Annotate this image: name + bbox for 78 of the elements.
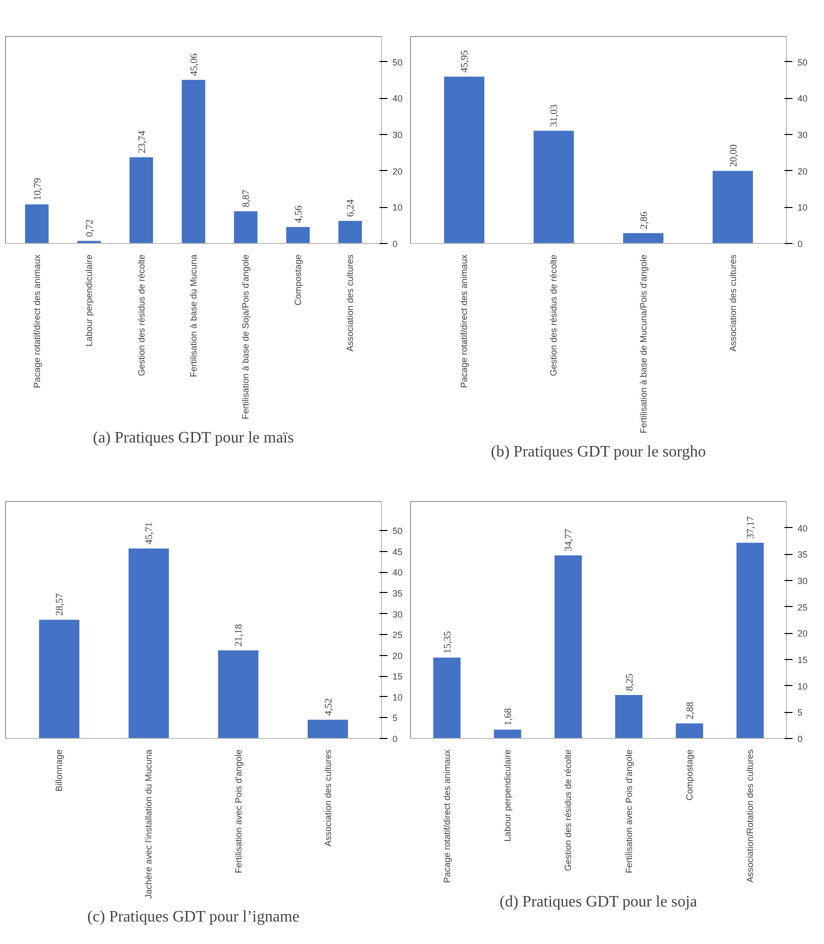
data-label: 2,88 [684, 702, 696, 720]
data-label: 45,06 [189, 53, 200, 76]
x-tick-label: Labour perpendiculaire [84, 254, 94, 347]
y-tick-label: 15 [798, 655, 808, 665]
y-tick-label: 10 [798, 202, 808, 213]
y-tick-label: 20 [392, 650, 403, 661]
x-tick-label: Fertilisation avec Pois d'angole [624, 749, 634, 874]
x-tick-label: Fertilisation à base de Soja/Pois d'angole [240, 254, 251, 420]
x-tick-label: Association des cultures [345, 254, 356, 352]
y-tick-label: 50 [392, 57, 403, 68]
x-tick-label: Fertilisation à base du Mucuna [188, 254, 198, 378]
data-label: 28,57 [54, 593, 66, 616]
y-tick-label: 0 [798, 734, 803, 744]
data-label: 4,56 [293, 205, 304, 223]
x-tick-label: Gestion des résidus de récolte [563, 749, 574, 872]
data-label: 6,24 [346, 199, 357, 217]
text: (c) Pratiques GDT pour l’igname [87, 908, 300, 926]
data-label: 34,77 [564, 528, 575, 552]
y-tick-label: 30 [798, 576, 808, 586]
y-tick-label: 30 [392, 130, 403, 140]
y-tick-label: 20 [798, 166, 808, 176]
data-label: 8,25 [624, 674, 636, 692]
text: (a) Pratiques GDT pour le maïs [92, 430, 294, 446]
x-tick-label: Fertilisation à base de Mucuna/Pois d'angole [638, 254, 648, 434]
data-label: 45,71 [144, 522, 156, 544]
data-label: 31,03 [549, 104, 560, 127]
data-label: 0,72 [84, 219, 96, 237]
data-label: 4,52 [323, 698, 334, 716]
y-tick-label: 40 [798, 94, 808, 104]
y-tick-label: 15 [392, 672, 403, 682]
y-tick-label: 40 [392, 568, 403, 578]
y-tick-label: 20 [798, 628, 808, 639]
y-tick-label: 10 [392, 692, 403, 702]
x-tick-label: Gestion des résidus de récolte [548, 254, 559, 376]
y-tick-label: 25 [798, 602, 808, 612]
y-tick-label: 5 [392, 713, 398, 724]
x-tick-label: Fertilisation avec Pois d'angole [233, 749, 244, 874]
text: (d) Pratiques GDT pour le soja [500, 894, 698, 910]
x-tick-label: Labour perpendiculaire [502, 749, 513, 842]
text: (b) Pratiques GDT pour le sorgho [490, 444, 706, 460]
y-tick-label: 45 [392, 546, 403, 557]
y-tick-label: 10 [798, 681, 808, 692]
y-tick-label: 20 [392, 166, 403, 176]
data-label: 10,79 [32, 178, 44, 200]
y-tick-label: 50 [392, 526, 403, 536]
data-label: 2,86 [638, 212, 650, 230]
x-tick-label: Compostage [684, 750, 694, 801]
x-tick-label: Association/Rotation des cultures [745, 749, 756, 883]
y-tick-label: 35 [392, 588, 403, 598]
x-tick-label: Billonnage [54, 749, 64, 792]
y-tick-label: 0 [392, 239, 398, 249]
x-tick-label: Pacage rotatif/direct des animaux [32, 254, 42, 388]
data-label: 15,35 [442, 631, 454, 654]
x-tick-label: Jachère avec l'installation du Mucuna [144, 749, 154, 899]
data-label: 21,18 [234, 624, 245, 646]
data-label: 37,17 [746, 516, 757, 539]
x-tick-label: Gestion des résidus de récolte [136, 254, 146, 376]
x-tick-label: Pacage rotatif/direct des animaux [459, 254, 470, 388]
y-tick-label: 40 [392, 94, 403, 104]
x-tick-label: Association des cultures [728, 254, 738, 352]
y-tick-label: 10 [392, 202, 403, 213]
x-tick-label: Pacage rotatif/direct des animaux [442, 749, 452, 884]
y-tick-label: 30 [798, 130, 808, 140]
data-label: 23,74 [136, 130, 148, 154]
y-tick-label: 30 [392, 609, 403, 620]
y-tick-label: 0 [798, 239, 803, 249]
data-label: 8,87 [241, 190, 252, 208]
y-tick-label: 0 [392, 734, 398, 744]
y-tick-label: 50 [798, 57, 808, 68]
y-tick-label: 35 [798, 550, 808, 560]
x-tick-label: Compostage [292, 254, 303, 306]
y-tick-label: 25 [392, 630, 403, 640]
x-tick-label: Association des cultures [322, 749, 333, 847]
data-label: 1,68 [503, 708, 514, 726]
y-tick-label: 40 [798, 523, 808, 534]
data-label: 20,00 [728, 144, 740, 167]
data-label: 45,95 [460, 50, 471, 73]
y-tick-label: 5 [798, 708, 803, 718]
